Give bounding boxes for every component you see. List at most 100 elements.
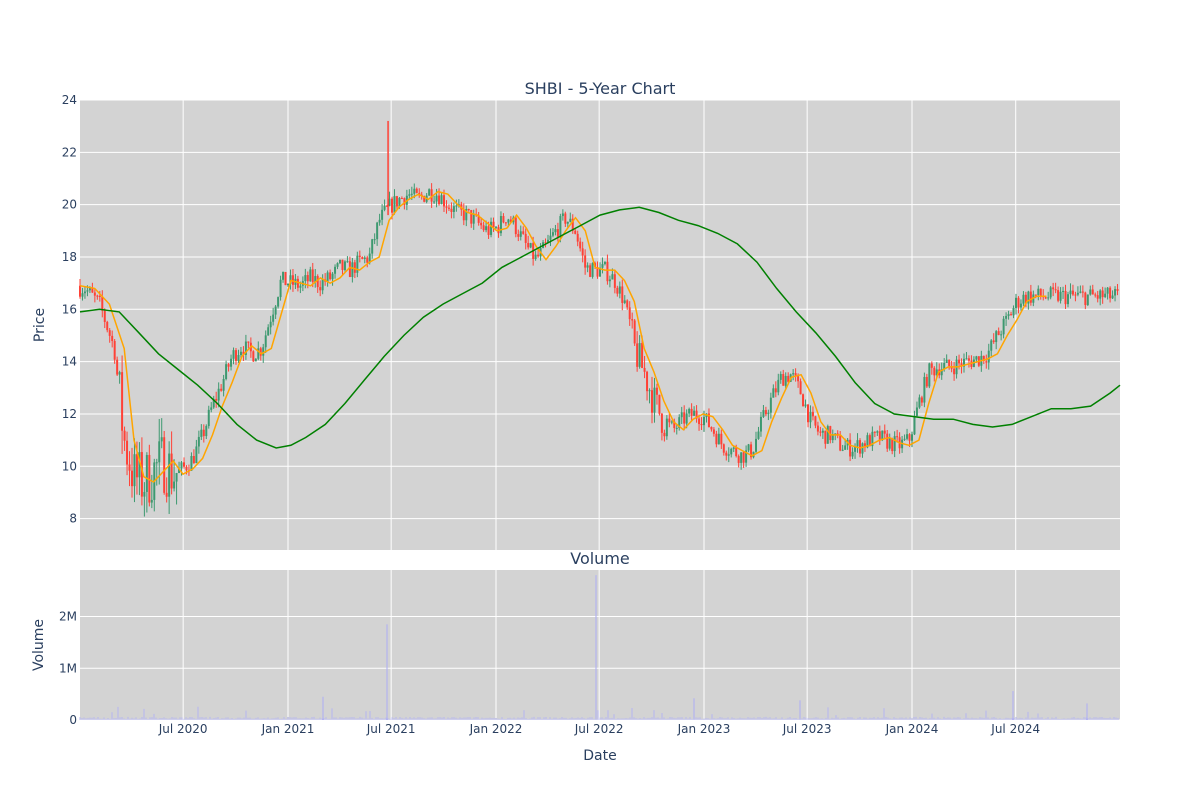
candle-body (876, 431, 879, 433)
candle-body (438, 195, 441, 205)
candle-body (455, 205, 458, 207)
date-x-tick-label: Jul 2023 (782, 722, 832, 736)
candle-body (621, 286, 624, 303)
candle-body (814, 416, 817, 426)
candle-body (192, 456, 195, 463)
candle-body (386, 205, 389, 207)
candle-body (730, 448, 733, 455)
candle-body (782, 374, 785, 386)
candle-body (269, 321, 272, 328)
candle-body (816, 425, 819, 432)
moving-average-line (79, 190, 1047, 483)
candle-body (824, 430, 827, 444)
candle-body (1047, 297, 1050, 299)
candle-body (693, 410, 696, 416)
candle-body (859, 440, 861, 454)
candle-body (1024, 294, 1027, 304)
candle-body (282, 271, 285, 280)
candle-body (586, 265, 589, 268)
candle-body (700, 424, 703, 426)
candle-body (953, 368, 956, 375)
candle-body (1052, 287, 1055, 290)
date-x-tick-label: Jul 2024 (990, 722, 1040, 736)
volume-y-tick-label: 0 (69, 713, 77, 727)
candle-body (826, 426, 829, 444)
candle-body (908, 434, 911, 441)
candle-body (1022, 294, 1025, 304)
candle-body (987, 350, 990, 363)
candle-body (735, 447, 738, 457)
candle-body (450, 208, 453, 212)
candle-body (321, 279, 324, 291)
candle-body (428, 189, 431, 196)
candle-body (549, 235, 552, 240)
candle-body (1062, 290, 1065, 292)
candle-body (378, 219, 381, 223)
candle-body (180, 462, 183, 469)
candle-body (126, 440, 129, 465)
candle-body (1049, 287, 1052, 298)
candle-body (1109, 287, 1112, 299)
candle-body (492, 221, 495, 228)
candle-body (487, 226, 490, 235)
candle-body (544, 242, 547, 244)
candle-body (410, 193, 413, 195)
candle-body (329, 272, 332, 280)
candle-body (326, 272, 329, 282)
candle-body (547, 239, 549, 243)
candle-body (257, 348, 260, 359)
candle-body (831, 434, 834, 441)
candle-body (447, 207, 450, 209)
candle-body (482, 225, 485, 231)
candle-body (653, 387, 656, 413)
candle-body (316, 276, 319, 288)
candle-body (732, 447, 735, 449)
candle-body (1015, 297, 1017, 309)
candle-body (881, 430, 884, 441)
candle-body (566, 221, 569, 224)
candle-body (502, 216, 505, 223)
candle-body (722, 444, 725, 453)
candle-body (1074, 294, 1077, 296)
candle-body (802, 394, 805, 407)
price-y-tick-label: 18 (62, 250, 77, 264)
candle-body (155, 462, 158, 464)
candle-body (1039, 288, 1042, 297)
candle-body (651, 390, 653, 413)
candle-body (272, 314, 275, 322)
candle-body (579, 241, 582, 249)
candle-body (507, 219, 510, 223)
candle-body (529, 243, 532, 248)
candle-body (985, 361, 988, 363)
candle-body (725, 452, 728, 456)
price-y-tick-label: 8 (69, 512, 77, 526)
candle-body (391, 198, 393, 213)
x-axis-label: Date (583, 748, 616, 764)
candle-body (252, 351, 255, 362)
candle-body (1096, 295, 1099, 299)
candle-body (606, 261, 609, 282)
candle-body (975, 356, 978, 360)
candle-body (804, 404, 807, 407)
candle-body (868, 435, 871, 447)
candle-body (368, 253, 371, 263)
volume-y-ticks: 0 1M 2M (59, 610, 77, 727)
candle-body (670, 421, 673, 423)
candle-body (888, 438, 891, 449)
candle-body (851, 451, 854, 457)
candle-body (480, 222, 483, 226)
candle-body (613, 274, 616, 288)
candle-body (1007, 314, 1010, 316)
candle-body (591, 263, 594, 277)
candle-body (445, 206, 448, 208)
candle-body (717, 433, 720, 445)
candle-body (648, 390, 651, 392)
candle-body (220, 388, 223, 391)
candle-body (163, 437, 166, 493)
candle-body (205, 426, 208, 437)
candle-body (911, 434, 913, 441)
candle-body (403, 198, 406, 205)
candle-body (230, 358, 233, 367)
candle-body (467, 208, 470, 211)
date-x-tick-label: Jan 2023 (677, 722, 731, 736)
